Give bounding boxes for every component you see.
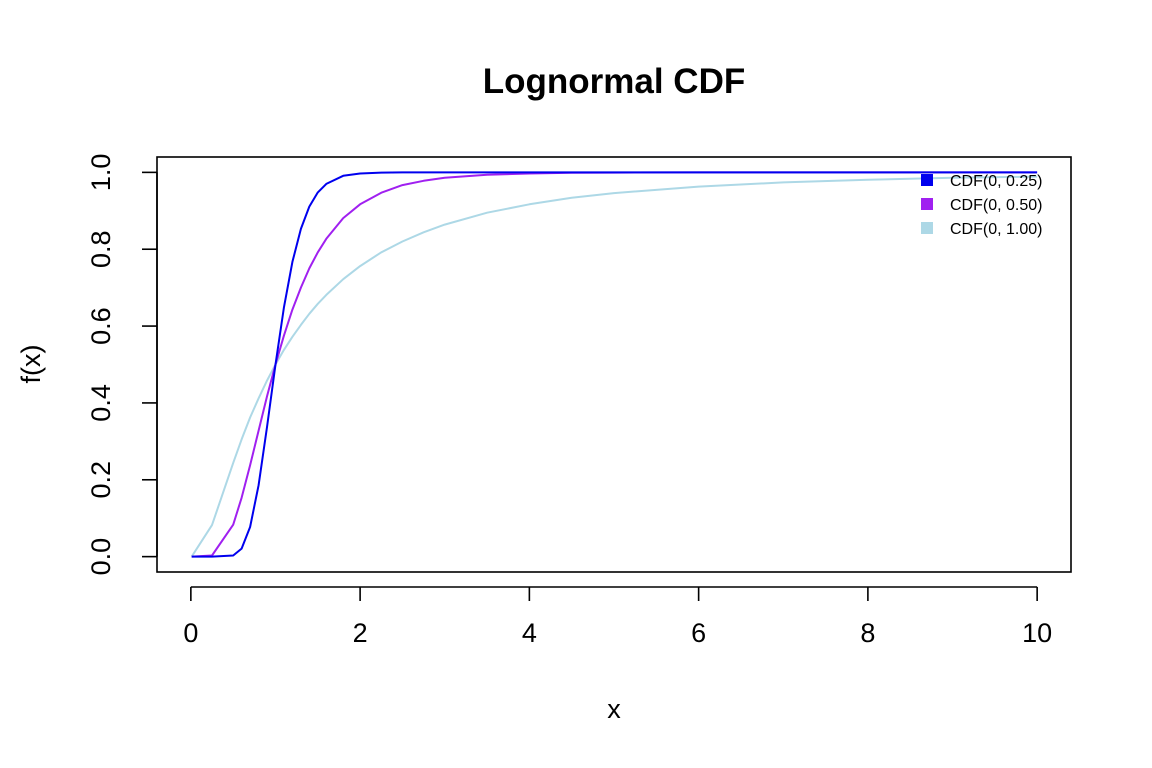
y-tick-label: 0.2	[86, 461, 116, 499]
plot-area-frame	[156, 156, 1072, 573]
x-tick-label: 0	[183, 618, 198, 648]
y-axis: 0.0 0.2 0.4 0.6 0.8 1.0	[86, 154, 158, 576]
x-tick-label: 4	[522, 618, 537, 648]
y-axis-label: f(x)	[16, 345, 46, 384]
x-axis-label: x	[607, 694, 621, 724]
legend-swatch	[921, 174, 933, 186]
chart-title: Lognormal CDF	[483, 62, 745, 101]
x-tick-label: 6	[691, 618, 706, 648]
y-tick-label: 0.8	[86, 230, 116, 268]
y-tick-label: 0.4	[86, 384, 116, 422]
legend-label: CDF(0, 0.50)	[950, 197, 1042, 214]
x-axis: 0 2 4 6 8 10	[183, 586, 1052, 648]
x-tick-label: 10	[1022, 618, 1052, 648]
legend-label: CDF(0, 1.00)	[950, 221, 1042, 238]
series-line-1	[191, 171, 1038, 558]
legend-swatch	[921, 222, 933, 234]
series-layer	[190, 171, 1038, 558]
x-tick-label: 2	[353, 618, 368, 648]
legend-swatch	[921, 198, 933, 210]
legend-label: CDF(0, 0.25)	[950, 173, 1042, 190]
x-tick-label: 8	[860, 618, 875, 648]
series-line-2	[190, 175, 1038, 558]
y-tick-label: 0.0	[86, 538, 116, 576]
y-tick-label: 1.0	[86, 154, 116, 192]
series-line-0	[191, 171, 1038, 558]
y-tick-label: 0.6	[86, 307, 116, 345]
legend: CDF(0, 0.25) CDF(0, 0.50) CDF(0, 1.00)	[921, 173, 1042, 238]
